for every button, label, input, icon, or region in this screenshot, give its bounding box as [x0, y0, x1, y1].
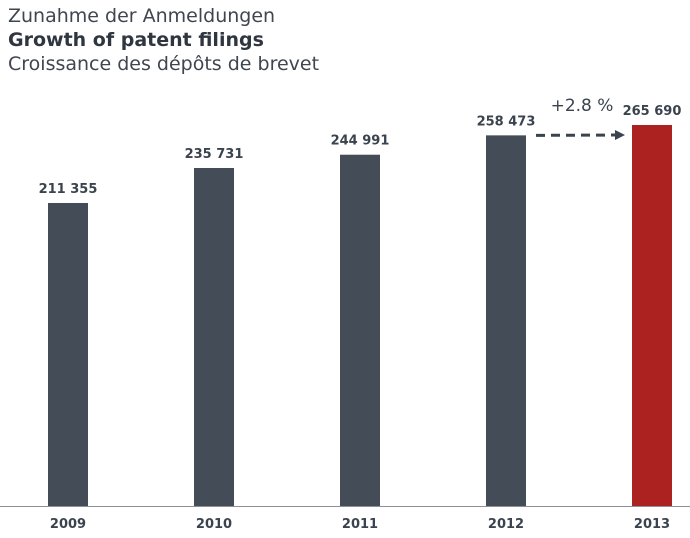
growth-label: +2.8 % [551, 96, 614, 116]
year-label-2012: 2012 [488, 517, 524, 532]
bar-2013 [632, 125, 672, 506]
year-label-2010: 2010 [196, 517, 232, 532]
value-label-2009: 211 355 [39, 182, 98, 197]
chart-title-english: Growth of patent filings [8, 29, 264, 51]
value-label-2013: 265 690 [623, 104, 682, 119]
bar-2012 [486, 135, 526, 506]
bar-2009 [48, 203, 88, 506]
chart-title-french: Croissance des dépôts de brevet [8, 53, 320, 75]
value-label-2010: 235 731 [185, 147, 244, 162]
bar-2011 [340, 154, 380, 506]
chart-titles: Zunahme der Anmeldungen Growth of patent… [8, 4, 319, 76]
year-label-2009: 2009 [50, 517, 86, 532]
chart-title-german: Zunahme der Anmeldungen [8, 5, 276, 27]
year-label-2013: 2013 [634, 517, 670, 532]
value-label-2011: 244 991 [331, 134, 390, 149]
bar-2010 [194, 168, 234, 506]
value-label-2012: 258 473 [477, 114, 536, 129]
year-label-2011: 2011 [342, 517, 378, 532]
